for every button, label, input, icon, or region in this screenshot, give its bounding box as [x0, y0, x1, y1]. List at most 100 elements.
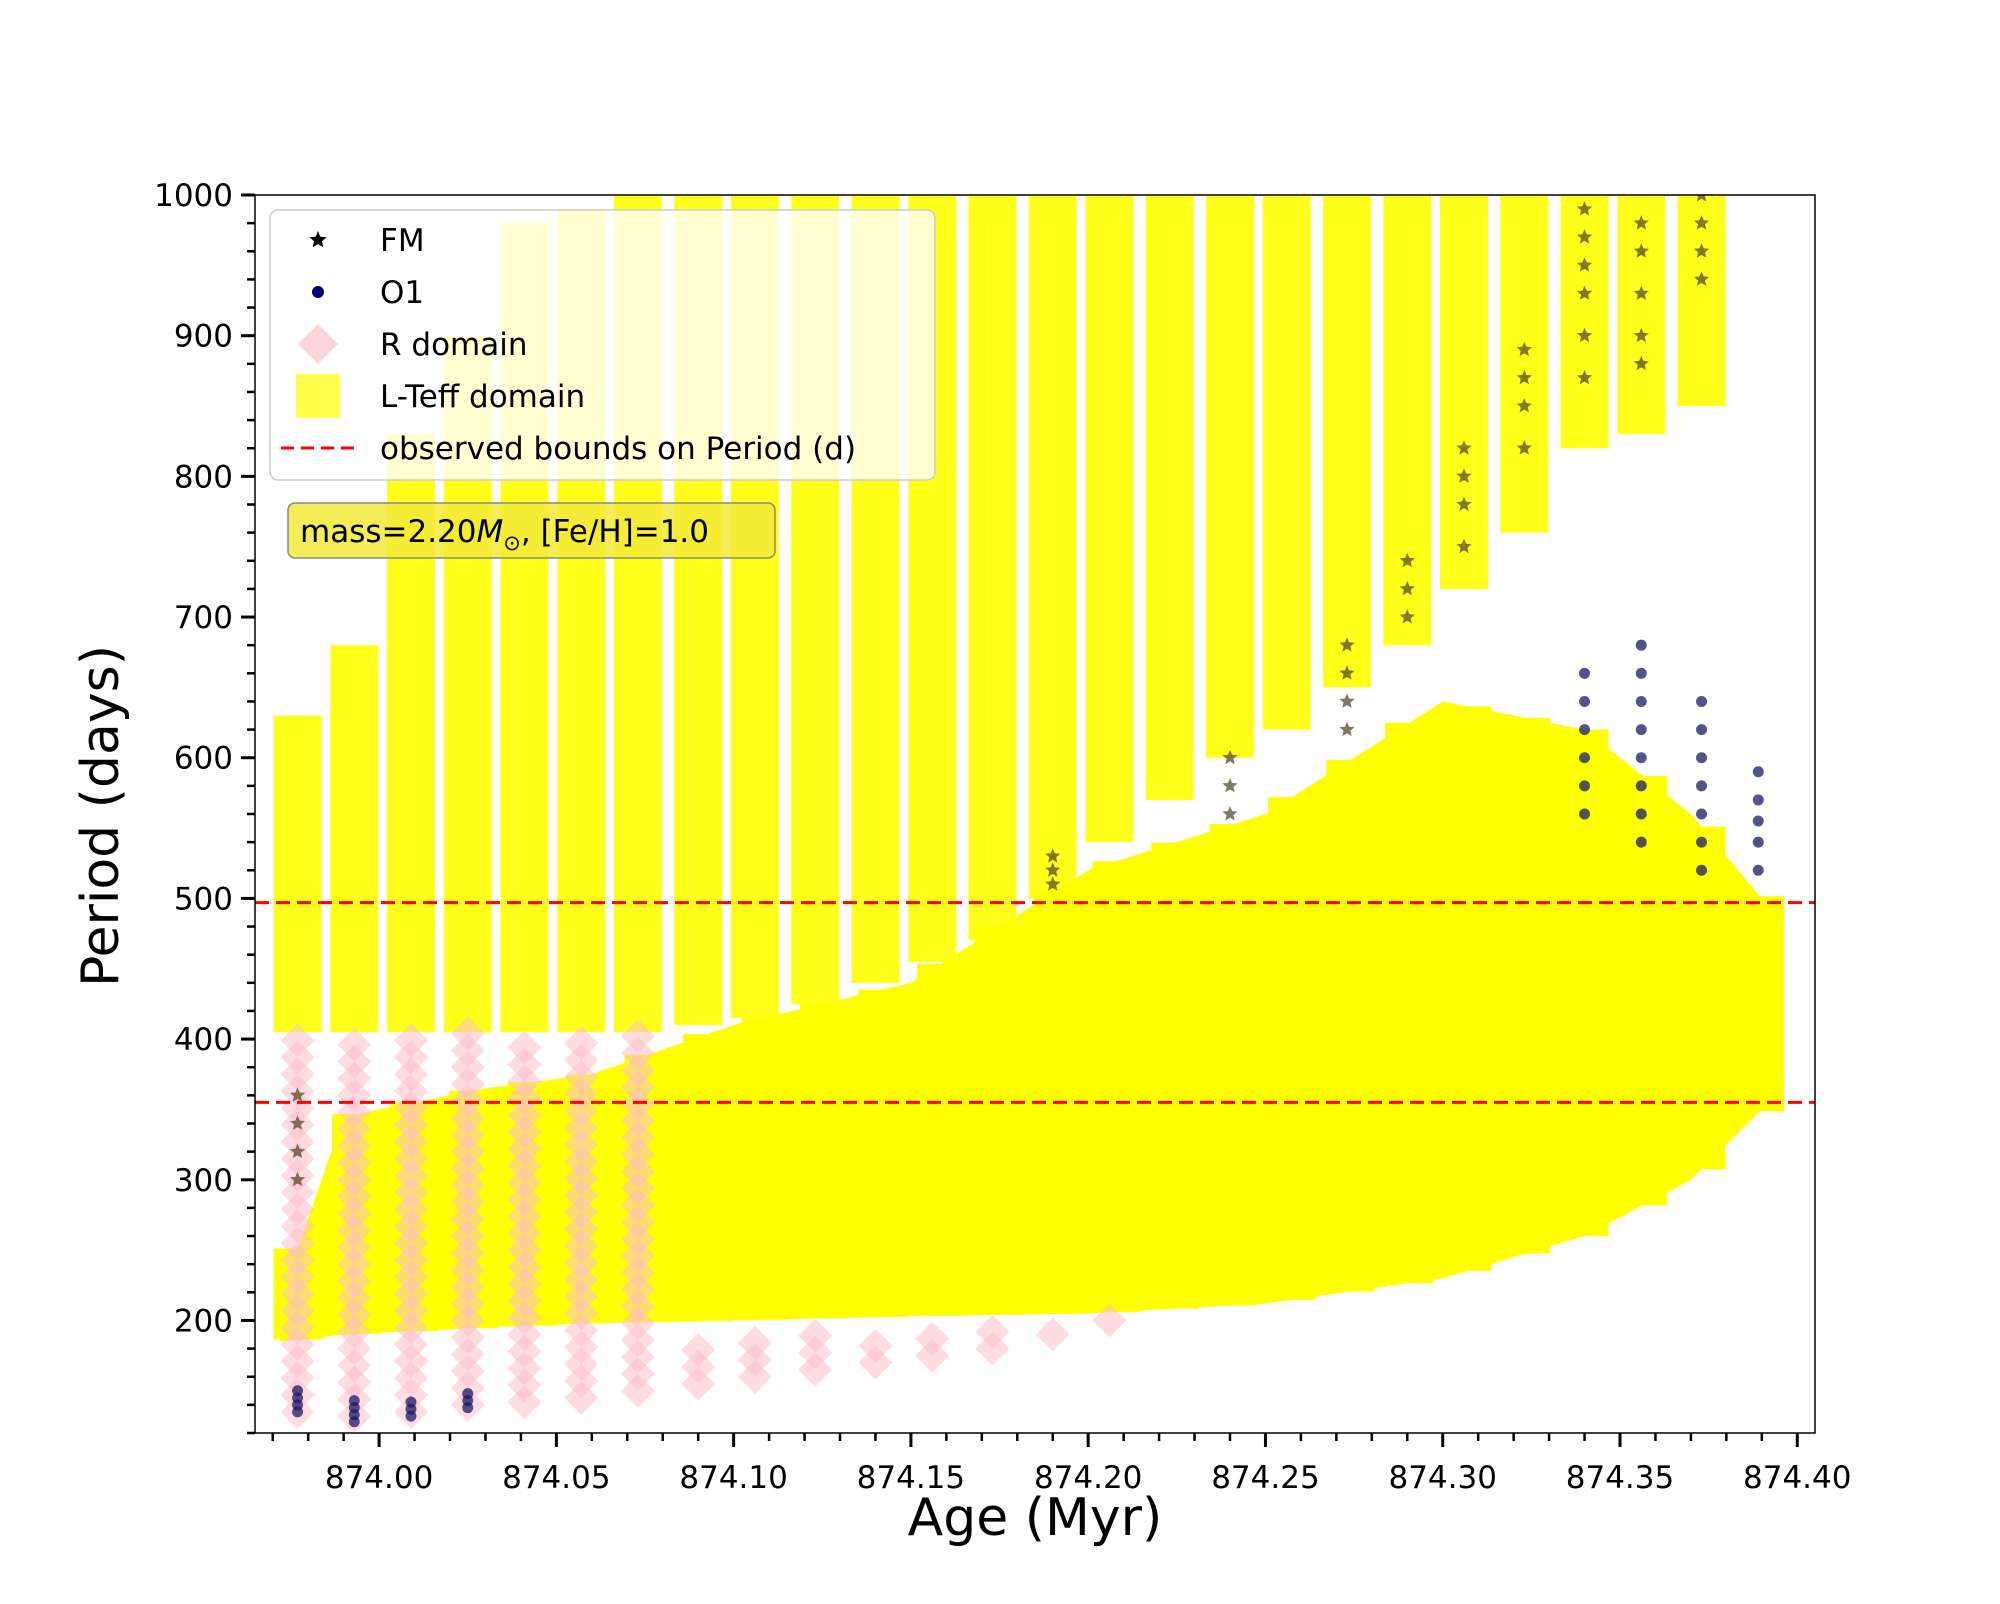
l-teff-segment: [1326, 759, 1375, 1292]
y-tick-label: 300: [174, 1163, 233, 1199]
r-domain-point: [394, 1023, 428, 1058]
x-tick-label: 874.00: [325, 1460, 433, 1496]
fm-point: [1696, 195, 1707, 202]
l-teff-column: [1145, 195, 1194, 800]
fm-point: [1576, 229, 1593, 244]
o1-point: [1579, 808, 1591, 820]
fm-point: [1399, 552, 1415, 568]
legend-box: [269, 209, 936, 481]
r-domain-point: [1092, 1303, 1127, 1338]
o1-point: [1579, 752, 1591, 764]
fm-point: [1576, 285, 1593, 300]
l-teff-column: [1383, 195, 1432, 646]
r-domain-point: [681, 1332, 716, 1367]
legend-o1-marker: [312, 286, 324, 298]
annotation-subscript: ⊙: [503, 531, 521, 555]
l-teff-column: [1262, 195, 1311, 730]
fm-point: [1045, 876, 1061, 891]
r-domain-point: [337, 1027, 372, 1062]
r-domain-point: [915, 1321, 950, 1356]
y-tick-label: 400: [174, 1022, 233, 1058]
y-tick-label: 600: [174, 741, 233, 777]
o1-point: [1635, 808, 1647, 820]
fm-point: [1516, 398, 1532, 413]
fm-point: [1399, 609, 1415, 624]
annotation-text: mass=2.20M⊙, [Fe/H]=1.0: [300, 514, 709, 555]
x-tick-label: 874.05: [502, 1460, 610, 1496]
fm-point: [289, 1087, 306, 1102]
fm-point: [1222, 806, 1238, 821]
legend-label: observed bounds on Period (d): [380, 431, 856, 467]
o1-point: [1579, 780, 1591, 792]
r-domain-point: [564, 1026, 599, 1061]
fm-point: [1456, 468, 1472, 483]
fm-point: [1045, 862, 1061, 877]
legend-r-domain-marker: [298, 324, 338, 364]
l-teff-column: [330, 645, 379, 1033]
o1-point: [1635, 667, 1647, 679]
l-teff-segment: [1268, 797, 1316, 1300]
l-teff-column: [273, 715, 322, 1033]
l-teff-segment: [1443, 706, 1492, 1271]
observed-bounds-lines: [255, 901, 1815, 1104]
o1-point: [1752, 815, 1764, 827]
fm-point: [1576, 369, 1593, 385]
o1-point: [1752, 836, 1764, 848]
o1-point: [1635, 752, 1647, 764]
o1-point: [462, 1388, 474, 1400]
l-teff-segment: [741, 1017, 790, 1320]
legend-label: FM: [380, 223, 425, 259]
fm-point: [1045, 848, 1061, 863]
o1-point: [1635, 836, 1647, 848]
annotation-symbol: M: [477, 514, 504, 550]
y-tick-label: 200: [174, 1303, 233, 1339]
fm-point: [1222, 777, 1238, 793]
l-teff-segment: [1209, 824, 1258, 1306]
fm-point: [289, 1115, 306, 1130]
fm-point: [1633, 285, 1649, 300]
axes: 874.00 874.05 874.10 874.15 874.20 874.25 874.…: [154, 178, 1851, 1496]
x-tick-label: 874.40: [1743, 1460, 1851, 1496]
l-teff-column: [1323, 195, 1371, 688]
fm-point: [289, 1171, 306, 1187]
r-domain-point: [858, 1328, 893, 1363]
o1-point: [1635, 780, 1647, 792]
fm-point: [1222, 749, 1238, 765]
l-teff-column: [968, 195, 1017, 941]
x-tick-label: 874.15: [857, 1460, 965, 1496]
y-tick-label: 1000: [154, 178, 233, 214]
l-teff-segment: [800, 1003, 848, 1319]
r-domain-point: [280, 1023, 315, 1058]
legend: FM O1 R domain L-Teff domain observed bounds…: [269, 209, 936, 481]
fm-point: [1339, 693, 1355, 708]
x-tick-label: 874.30: [1388, 1460, 1496, 1496]
l-teff-segment: [975, 926, 1024, 1315]
fm-point: [1456, 440, 1472, 455]
l-teff-column: [1500, 195, 1549, 533]
annotation-suffix: , [Fe/H]=1.0: [521, 514, 709, 550]
l-teff-segment: [1619, 776, 1667, 1206]
l-teff-segment: [1736, 896, 1784, 1112]
x-tick-label: 874.25: [1211, 1460, 1319, 1496]
fm-point: [1516, 369, 1532, 385]
y-tick-label: 900: [174, 319, 233, 355]
fm-point: [1339, 665, 1355, 680]
o1-point: [1635, 639, 1647, 651]
fm-point: [1633, 327, 1649, 343]
fm-point: [1399, 580, 1415, 596]
o1-point: [1635, 724, 1647, 736]
legend-label: L-Teff domain: [380, 379, 585, 415]
o1-point: [1696, 808, 1708, 820]
l-teff-segment: [683, 1034, 731, 1321]
legend-l-teff-marker: [296, 374, 340, 418]
fm-point: [1633, 215, 1649, 230]
r-domain-point: [507, 1030, 542, 1065]
o1-point: [1579, 667, 1591, 679]
fm-point: [1693, 215, 1710, 230]
x-tick-label: 874.20: [1034, 1460, 1142, 1496]
l-teff-segment: [1560, 729, 1609, 1237]
fm-point: [1693, 243, 1710, 258]
l-teff-column: [1028, 195, 1077, 899]
o1-point: [1696, 695, 1708, 707]
